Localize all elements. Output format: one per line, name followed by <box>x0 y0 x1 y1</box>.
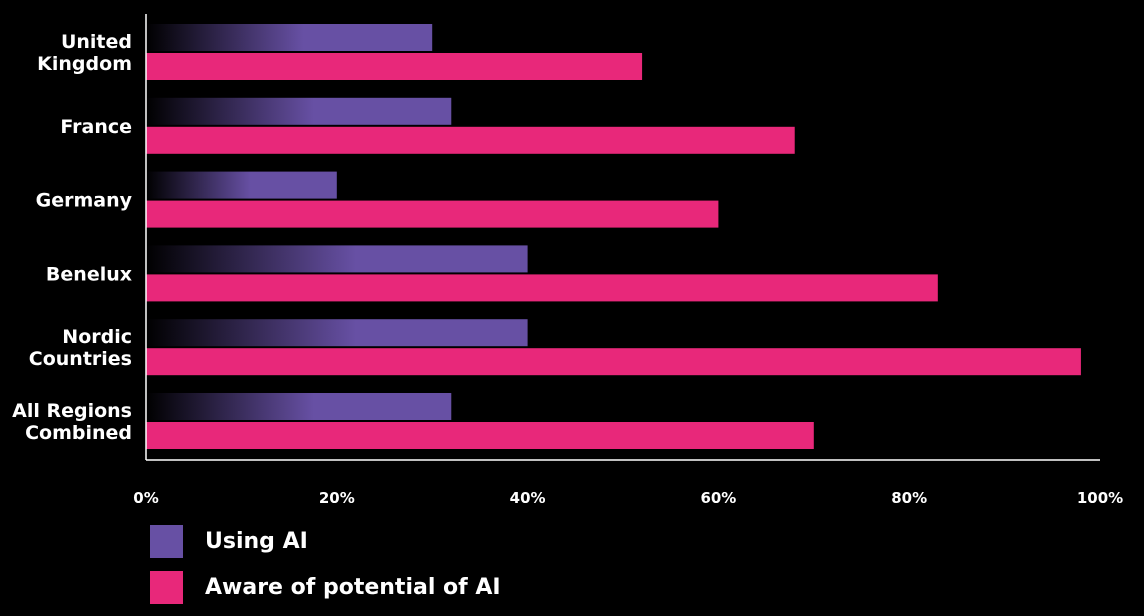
bar-using-ai-2 <box>146 171 337 199</box>
legend-swatch-using-ai <box>150 524 183 558</box>
category-label-5: All Regions Combined <box>12 400 132 444</box>
legend-label-using-ai: Using AI <box>205 528 308 554</box>
category-label-0: United Kingdom <box>37 31 132 75</box>
legend-item-aware-of-ai: Aware of potential of AI <box>150 570 501 604</box>
bar-using-ai-3 <box>146 245 528 273</box>
x-tick-label-2: 40% <box>510 489 546 507</box>
category-label-2: Germany <box>36 190 133 212</box>
bar-chart: United Kingdom France Germany Benelux Nordic C… <box>12 14 1123 507</box>
x-tick-label-3: 60% <box>700 489 736 507</box>
x-tick-label-4: 80% <box>891 489 927 507</box>
bar-using-ai-1 <box>146 97 452 125</box>
bar-aware-of-ai-0 <box>146 53 643 80</box>
bar-using-ai-4 <box>146 319 528 347</box>
bar-using-ai-0 <box>146 24 433 51</box>
bar-aware-of-ai-2 <box>146 200 719 228</box>
bar-aware-of-ai-5 <box>146 422 814 449</box>
legend-label-aware-of-ai: Aware of potential of AI <box>205 574 501 600</box>
x-tick-label-1: 20% <box>319 489 355 507</box>
bar-using-ai-5 <box>146 393 452 420</box>
x-tick-label-5: 100% <box>1077 489 1123 507</box>
bar-aware-of-ai-4 <box>146 348 1081 376</box>
legend: Using AI Aware of potential of AI <box>150 524 501 616</box>
category-label-1: France <box>60 116 132 138</box>
category-label-4: Nordic Countries <box>29 326 132 370</box>
legend-swatch-aware-of-ai <box>150 570 183 604</box>
bar-aware-of-ai-1 <box>146 126 795 154</box>
x-tick-label-0: 0% <box>133 489 158 507</box>
bar-aware-of-ai-3 <box>146 274 938 302</box>
category-label-3: Benelux <box>46 263 132 285</box>
legend-item-using-ai: Using AI <box>150 524 501 558</box>
